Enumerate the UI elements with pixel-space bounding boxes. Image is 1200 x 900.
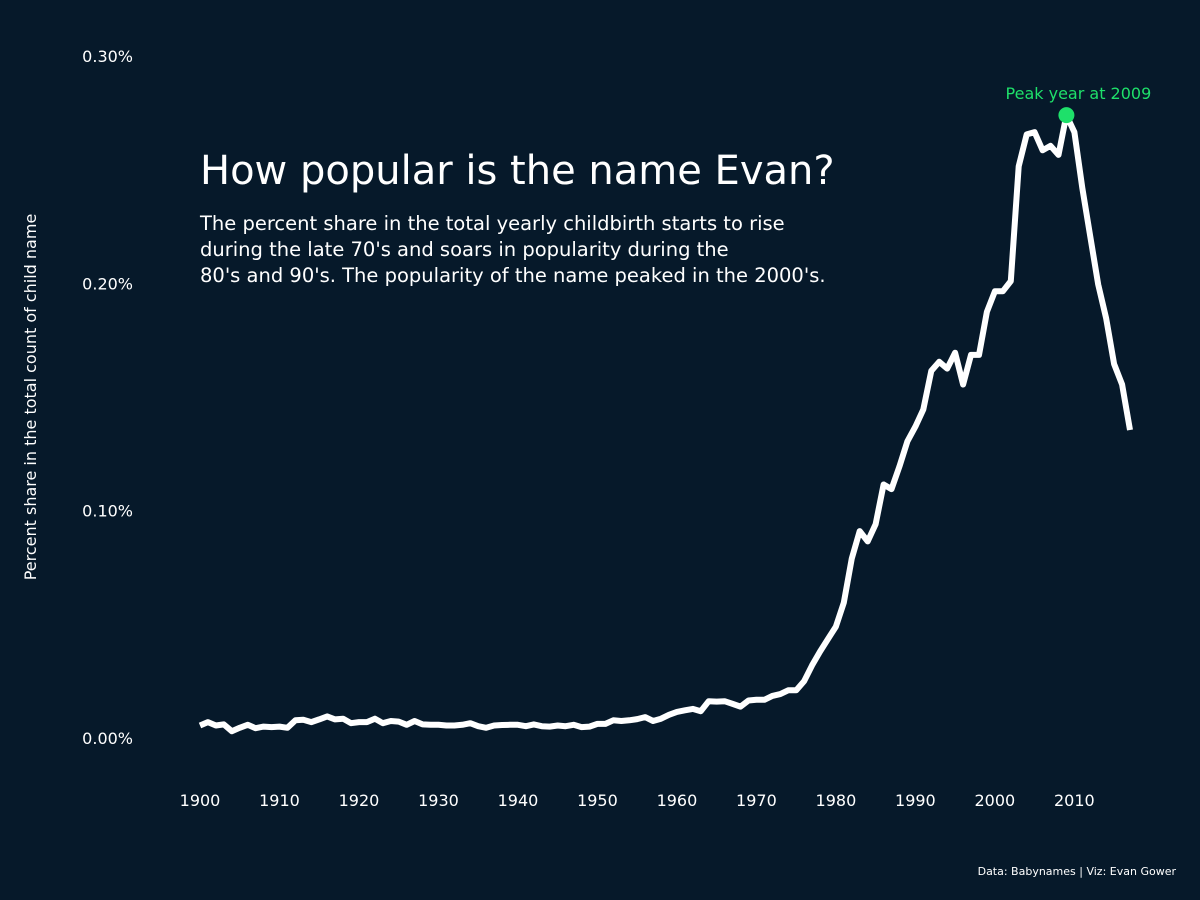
chart-caption: Data: Babynames | Viz: Evan Gower [977,865,1176,878]
x-tick-label: 2000 [975,791,1016,810]
x-tick-label: 1940 [498,791,539,810]
y-tick-label: 0.20% [82,274,133,293]
series-line [198,112,1133,735]
peak-point [1058,107,1075,124]
y-tick-label: 0.10% [82,502,133,521]
peak-annotation: Peak year at 2009 [1006,84,1152,124]
y-tick-label: 0.00% [82,729,133,748]
x-tick-label: 1950 [577,791,618,810]
y-tick-label: 0.30% [82,47,133,66]
y-axis-ticks: 0.00% 0.10% 0.20% 0.30% [82,47,133,748]
x-axis-ticks: 1900 1910 1920 1930 1940 1950 1960 1970 1980 1990… [180,791,1095,810]
x-tick-label: 1930 [418,791,459,810]
x-tick-label: 1900 [180,791,221,810]
x-tick-label: 1990 [895,791,936,810]
x-tick-label: 1970 [736,791,777,810]
y-axis-title: Percent share in the total count of chil… [21,214,40,581]
chart-subtitle-line-1: The percent share in the total yearly ch… [200,212,785,235]
peak-label: Peak year at 2009 [1006,84,1152,103]
chart-title: How popular is the name Evan? [200,148,835,194]
x-tick-label: 1960 [657,791,698,810]
x-tick-label: 1980 [816,791,857,810]
chart-subtitle-line-3: 80's and 90's. The popularity of the nam… [200,264,826,287]
x-tick-label: 1910 [259,791,300,810]
x-tick-label: 2010 [1054,791,1095,810]
x-tick-label: 1920 [339,791,380,810]
series-group [198,112,1133,735]
chart-subtitle-line-2: during the late 70's and soars in popula… [200,238,729,261]
